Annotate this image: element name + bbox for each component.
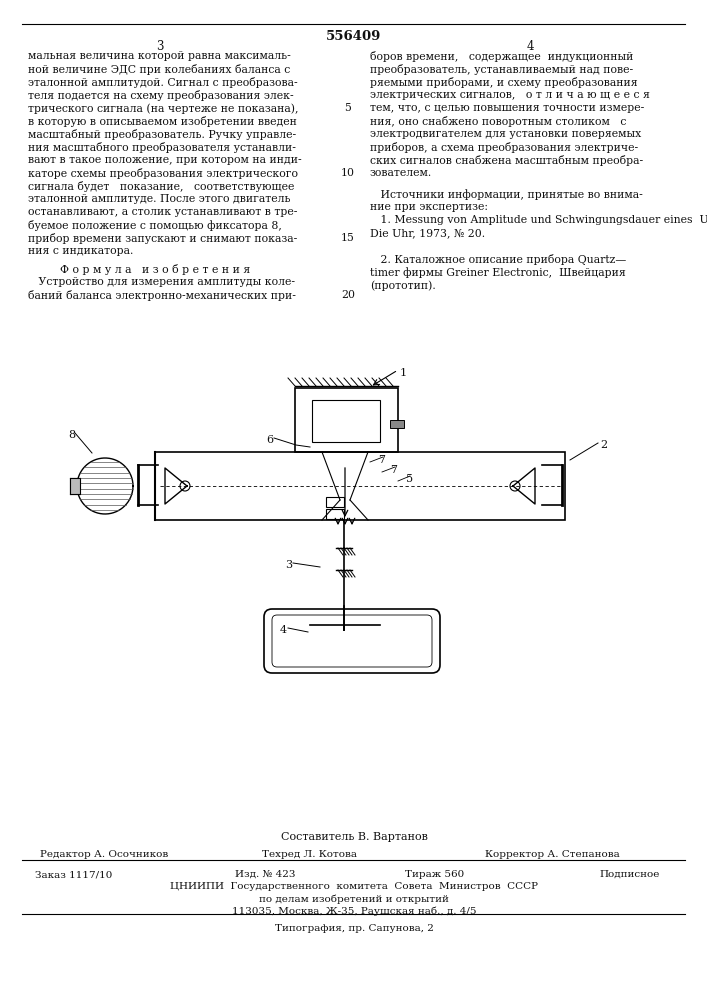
Text: 8: 8 — [68, 430, 75, 440]
Text: ния с индикатора.: ния с индикатора. — [28, 246, 134, 256]
Text: (прототип).: (прототип). — [370, 280, 436, 291]
Text: сигнала будет   показание,   соответствующее: сигнала будет показание, соответствующее — [28, 181, 294, 192]
Text: 4: 4 — [280, 625, 287, 635]
Text: Die Uhr, 1973, № 20.: Die Uhr, 1973, № 20. — [370, 228, 485, 238]
Text: каторе схемы преобразования электрического: каторе схемы преобразования электрическо… — [28, 168, 298, 179]
Text: масштабный преобразователь. Ручку управле-: масштабный преобразователь. Ручку управл… — [28, 129, 296, 140]
Text: 5: 5 — [406, 474, 413, 484]
Text: Типография, пр. Сапунова, 2: Типография, пр. Сапунова, 2 — [274, 924, 433, 933]
Text: Изд. № 423: Изд. № 423 — [235, 870, 296, 879]
Text: 5: 5 — [344, 103, 351, 113]
Bar — [390, 420, 404, 428]
Text: 15: 15 — [341, 233, 355, 243]
Text: прибор времени запускают и снимают показа-: прибор времени запускают и снимают показ… — [28, 233, 297, 244]
Text: 2. Каталожное описание прибора Quartz—: 2. Каталожное описание прибора Quartz— — [370, 254, 626, 265]
Text: вают в такое положение, при котором на инди-: вают в такое положение, при котором на и… — [28, 155, 302, 165]
Text: Устройство для измерения амплитуды коле-: Устройство для измерения амплитуды коле- — [28, 277, 295, 287]
Text: ряемыми приборами, и схему преобразования: ряемыми приборами, и схему преобразовани… — [370, 77, 638, 88]
Text: 7: 7 — [378, 455, 385, 465]
Text: 6: 6 — [266, 435, 273, 445]
Text: 20: 20 — [341, 290, 355, 300]
Text: Составитель В. Вартанов: Составитель В. Вартанов — [281, 832, 428, 842]
Text: теля подается на схему преобразования элек-: теля подается на схему преобразования эл… — [28, 90, 293, 101]
Text: ния масштабного преобразователя устанавли-: ния масштабного преобразователя устанавл… — [28, 142, 296, 153]
Text: останавливают, а столик устанавливают в тре-: останавливают, а столик устанавливают в … — [28, 207, 298, 217]
Text: ния, оно снабжено поворотным столиком   с: ния, оно снабжено поворотным столиком с — [370, 116, 626, 127]
Text: трического сигнала (на чертеже не показана),: трического сигнала (на чертеже не показа… — [28, 103, 298, 114]
Text: ние при экспертизе:: ние при экспертизе: — [370, 202, 488, 212]
Text: 3: 3 — [156, 40, 164, 53]
Text: 113035, Москва, Ж-35, Раушская наб., д. 4/5: 113035, Москва, Ж-35, Раушская наб., д. … — [232, 906, 477, 916]
Text: мальная величина которой равна максималь-: мальная величина которой равна максималь… — [28, 51, 291, 61]
Text: 4: 4 — [526, 40, 534, 53]
Text: 556409: 556409 — [327, 30, 382, 43]
Text: ной величине ЭДС при колебаниях баланса с: ной величине ЭДС при колебаниях баланса … — [28, 64, 291, 75]
Text: Техред Л. Котова: Техред Л. Котова — [262, 850, 358, 859]
Text: Подписное: Подписное — [600, 870, 660, 879]
Text: электродвигателем для установки поверяемых: электродвигателем для установки поверяем… — [370, 129, 641, 139]
Text: 1. Messung von Amplitude und Schwingungsdauer eines  Uhruh—Spiral—Schwingsystems: 1. Messung von Amplitude und Schwingungs… — [370, 215, 707, 225]
Text: приборов, а схема преобразования электриче-: приборов, а схема преобразования электри… — [370, 142, 638, 153]
Text: в которую в описываемом изобретении введен: в которую в описываемом изобретении введ… — [28, 116, 297, 127]
Text: Источники информации, принятые во внима-: Источники информации, принятые во внима- — [370, 189, 643, 200]
Text: 1: 1 — [400, 368, 407, 378]
Text: timer фирмы Greiner Electronic,  Швейцария: timer фирмы Greiner Electronic, Швейцари… — [370, 267, 626, 278]
Bar — [326, 509, 344, 519]
Bar — [295, 388, 398, 452]
Text: Ф о р м у л а   и з о б р е т е н и я: Ф о р м у л а и з о б р е т е н и я — [60, 264, 250, 275]
Text: 10: 10 — [341, 168, 355, 178]
Bar — [155, 452, 565, 520]
Text: эталонной амплитудой. Сигнал с преобразова-: эталонной амплитудой. Сигнал с преобразо… — [28, 77, 298, 88]
Text: по делам изобретений и открытий: по делам изобретений и открытий — [259, 894, 449, 904]
Bar — [312, 400, 380, 442]
Text: ских сигналов снабжена масштабным преобра-: ских сигналов снабжена масштабным преобр… — [370, 155, 643, 166]
Text: эталонной амплитуде. После этого двигатель: эталонной амплитуде. После этого двигате… — [28, 194, 291, 204]
Text: баний баланса электронно-механических при-: баний баланса электронно-механических пр… — [28, 290, 296, 301]
Text: электрических сигналов,   о т л и ч а ю щ е е с я: электрических сигналов, о т л и ч а ю щ … — [370, 90, 650, 100]
Text: буемое положение с помощью фиксатора 8,: буемое положение с помощью фиксатора 8, — [28, 220, 282, 231]
Bar — [326, 497, 344, 507]
Text: преобразователь, устанавливаемый над пове-: преобразователь, устанавливаемый над пов… — [370, 64, 633, 75]
Text: зователем.: зователем. — [370, 168, 432, 178]
Bar — [70, 478, 80, 494]
Text: Редактор А. Осочников: Редактор А. Осочников — [40, 850, 168, 859]
Text: 3: 3 — [285, 560, 292, 570]
Text: 7: 7 — [390, 465, 397, 475]
Text: 2: 2 — [600, 440, 607, 450]
Text: Заказ 1117/10: Заказ 1117/10 — [35, 870, 112, 879]
Text: тем, что, с целью повышения точности измере-: тем, что, с целью повышения точности изм… — [370, 103, 644, 113]
Text: ЦНИИПИ  Государственного  комитета  Совета  Министров  СССР: ЦНИИПИ Государственного комитета Совета … — [170, 882, 538, 891]
Text: Тираж 560: Тираж 560 — [405, 870, 464, 879]
Text: Корректор А. Степанова: Корректор А. Степанова — [485, 850, 620, 859]
Text: боров времени,   содержащее  индукционный: боров времени, содержащее индукционный — [370, 51, 633, 62]
